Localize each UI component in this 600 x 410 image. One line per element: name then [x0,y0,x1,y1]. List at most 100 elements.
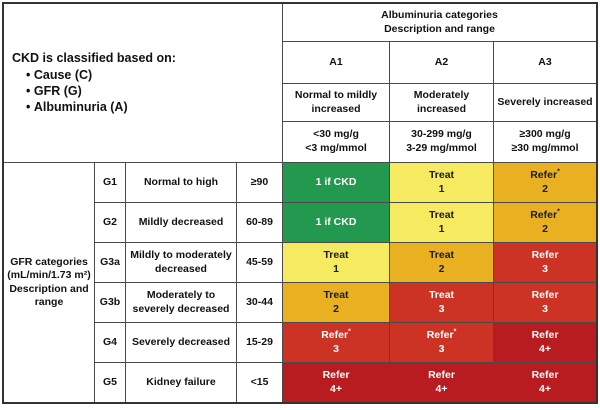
row-description-g2: Mildly decreased [126,203,236,242]
footnote-asterisk: * [557,168,560,176]
risk-cell-text: 1 if CKD [315,175,357,188]
risk-cell-text: Refer [530,209,558,222]
risk-cell-text: Refer [531,369,559,382]
intro-bullet-cause: Cause (C) [26,68,128,84]
column-range-a3: ≥300 mg/g ≥30 mg/mmol [494,122,596,162]
risk-cell-value: 3 [333,342,339,355]
risk-cell-g4-a1: Refer* 3 [283,323,389,362]
risk-cell-text: Refer [426,329,454,342]
risk-cell-value: 1 [438,222,445,235]
risk-cell-text: Treat [428,209,455,222]
column-description-a3: Severely increased [494,84,596,121]
row-range-g4: 15-29 [237,323,282,362]
albuminuria-title-line1: Albuminuria categories [381,9,498,22]
intro-bullet-albuminuria: Albuminuria (A) [26,100,128,116]
risk-cell-g3a-a1: Treat 1 [283,243,389,282]
risk-cell-text: Treat [428,289,455,302]
risk-cell-g3a-a2: Treat 2 [390,243,493,282]
footnote-asterisk: * [348,328,351,336]
risk-cell-value: 2 [542,222,548,235]
range-a3-line1: ≥300 mg/g [519,128,571,141]
gfr-label-line1: GFR categories [10,256,88,269]
column-header-a1: A1 [283,42,389,83]
gfr-label-line3: Description and [9,282,89,295]
risk-cell-text: Refer [321,329,349,342]
risk-cell-value: 1 [333,262,339,275]
range-a2-line1: 30-299 mg/g [411,128,472,141]
risk-cell-text: Refer [322,369,350,382]
risk-cell-text: 1 if CKD [315,215,357,228]
risk-cell-g3b-a1: Treat 2 [283,283,389,322]
intro-box: CKD is classified based on: Cause (C) GF… [4,4,282,162]
risk-cell-g2-a2: Treat 1 [390,203,493,242]
column-range-a2: 30-299 mg/g 3-29 mg/mmol [390,122,493,162]
risk-cell-value: 3 [542,262,548,275]
row-code-g5: G5 [95,363,125,402]
risk-cell-g1-a3: Refer* 2 [494,163,596,202]
row-code-g1: G1 [95,163,125,202]
column-header-a3: A3 [494,42,596,83]
range-a3-line2: ≥30 mg/mmol [511,142,579,154]
column-description-a2: Moderately increased [390,84,493,121]
risk-cell-value: 4+ [539,382,551,395]
row-description-g3a: Mildly to moderately decreased [126,243,236,282]
risk-cell-value: 3 [438,342,445,355]
risk-cell-g3b-a3: Refer 3 [494,283,596,322]
risk-cell-text: Treat [428,169,455,182]
row-description-g4: Severely decreased [126,323,236,362]
risk-cell-g5-a2: Refer 4+ [390,363,493,402]
row-code-g2: G2 [95,203,125,242]
footnote-asterisk: * [453,328,457,336]
risk-cell-text: Refer [531,289,559,302]
risk-cell-value: 2 [542,182,548,195]
row-description-g3b: Moderately to severely decreased [126,283,236,322]
row-description-g1: Normal to high [126,163,236,202]
row-description-g5: Kidney failure [126,363,236,402]
risk-cell-text: Treat [323,249,349,262]
row-range-g3a: 45-59 [237,243,282,282]
row-range-g1: ≥90 [237,163,282,202]
risk-cell-g3b-a2: Treat 3 [390,283,493,322]
risk-cell-value: 3 [542,302,548,315]
risk-cell-g2-a3: Refer* 2 [494,203,596,242]
range-a2-line2: 3-29 mg/mmol [406,142,477,154]
albuminuria-title-line2: Description and range [384,22,495,35]
intro-bullet-list: Cause (C) GFR (G) Albuminuria (A) [12,68,128,115]
risk-cell-g2-a1: 1 if CKD [283,203,389,242]
risk-cell-g5-a1: Refer 4+ [283,363,389,402]
gfr-label-line2: (mL/min/1.73 m²) [7,269,91,282]
column-header-a2: A2 [390,42,493,83]
risk-cell-value: 1 [438,182,445,195]
risk-cell-value: 4+ [330,382,342,395]
row-range-g3b: 30-44 [237,283,282,322]
albuminuria-header: Albuminuria categories Description and r… [283,4,596,41]
row-range-g2: 60-89 [237,203,282,242]
row-range-g5: <15 [237,363,282,402]
row-code-g3b: G3b [95,283,125,322]
range-a1-line2: <3 mg/mmol [305,142,367,154]
risk-cell-text: Refer [531,329,559,342]
risk-cell-g4-a2: Refer* 3 [390,323,493,362]
risk-cell-value: 4+ [435,382,448,395]
risk-cell-text: Treat [428,249,455,262]
intro-bullet-gfr: GFR (G) [26,84,128,100]
risk-cell-value: 4+ [539,342,551,355]
gfr-categories-label: GFR categories (mL/min/1.73 m²) Descript… [4,163,94,402]
gfr-label-line4: range [34,295,64,308]
risk-cell-value: 2 [333,302,339,315]
row-code-g4: G4 [95,323,125,362]
risk-cell-value: 3 [438,302,445,315]
column-description-a1: Normal to mildly increased [283,84,389,121]
risk-cell-text: Treat [323,289,349,302]
ckd-classification-table: CKD is classified based on: Cause (C) GF… [2,2,598,404]
risk-cell-value: 2 [438,262,445,275]
risk-cell-g1-a2: Treat 1 [390,163,493,202]
risk-cell-text: Refer [531,249,559,262]
row-code-g3a: G3a [95,243,125,282]
risk-cell-g1-a1: 1 if CKD [283,163,389,202]
footnote-asterisk: * [557,208,560,216]
risk-cell-g3a-a3: Refer 3 [494,243,596,282]
intro-heading: CKD is classified based on: [12,50,176,65]
range-a1-line1: <30 mg/g [313,128,359,141]
risk-cell-g5-a3: Refer 4+ [494,363,596,402]
